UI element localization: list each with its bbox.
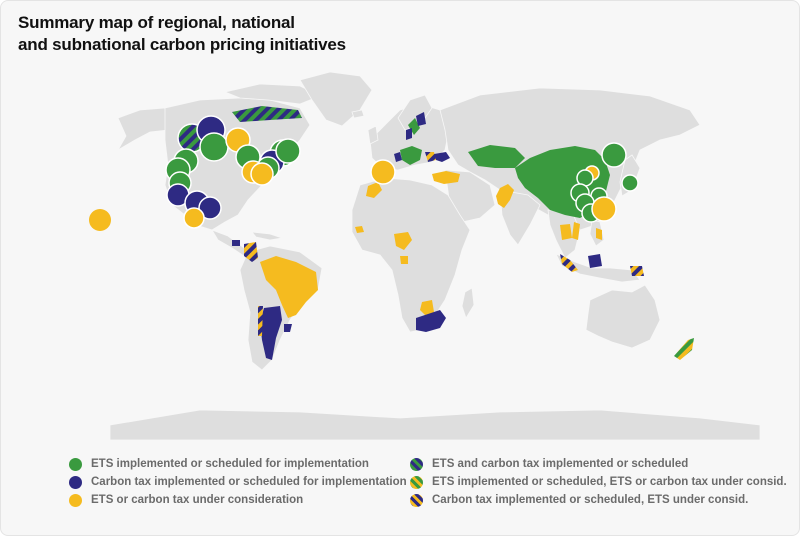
region-nordic-tax-2 <box>406 128 412 140</box>
region-eu-ets <box>400 146 422 165</box>
circle-beijing-ets <box>601 142 627 168</box>
legend-label: ETS implemented or scheduled for impleme… <box>91 458 369 470</box>
legend-item-under-consideration: ETS or carbon tax under consideration <box>69 491 407 509</box>
country-philippines-consid <box>596 228 602 240</box>
circle-mexico-tax-2 <box>198 196 222 220</box>
country-kazakhstan-ets <box>468 145 525 168</box>
country-uruguay-tax <box>284 324 292 332</box>
country-senegal-consid <box>355 226 364 233</box>
region-nordic-tax <box>416 112 426 126</box>
legend-item-ets-consid: ETS implemented or scheduled, ETS or car… <box>410 473 787 491</box>
circle-catalonia-consid <box>370 159 396 185</box>
region-canada-north-mixed <box>232 106 302 122</box>
swatch-green-yellow-stripes-icon <box>410 475 423 489</box>
world-map <box>89 71 761 441</box>
land-india <box>499 189 541 246</box>
circle-mexico-consid <box>183 207 205 229</box>
land-caribbean <box>251 231 283 241</box>
country-botswana-consid <box>420 300 434 316</box>
region-eu-ets-2 <box>408 118 420 135</box>
country-morocco-consid <box>366 182 382 198</box>
country-ukraine-tax <box>434 152 450 162</box>
country-south-africa-tax <box>416 310 446 332</box>
circle-newfoundland-ets <box>275 138 301 164</box>
country-argentina-tax <box>260 306 282 360</box>
country-colombia-mixed <box>244 242 258 262</box>
legend-right: ETS and carbon tax implemented or schedu… <box>410 455 787 509</box>
country-pakistan-consid <box>496 184 514 208</box>
country-nigeria-consid <box>394 232 412 250</box>
swatch-yellow-icon <box>69 493 82 507</box>
legend-item-carbon-tax: Carbon tax implemented or scheduled for … <box>69 473 407 491</box>
country-thailand-consid <box>560 224 572 240</box>
country-costa-rica-tax <box>232 240 240 246</box>
land-indonesia <box>555 253 641 283</box>
country-new-zealand-mixed <box>674 338 694 360</box>
legend-label: Carbon tax implemented or scheduled for … <box>91 476 407 488</box>
country-chile-mixed <box>258 306 263 336</box>
circle-taiwan-consid <box>591 196 617 222</box>
title-line-2: and subnational carbon pricing initiativ… <box>18 35 346 54</box>
land-alaska <box>116 107 176 152</box>
legend-label: ETS and carbon tax implemented or schedu… <box>432 458 689 470</box>
country-gabon-consid <box>400 256 408 264</box>
land-antarctica <box>109 409 761 441</box>
circle-alberta-ets <box>199 132 229 162</box>
country-indonesia-sumatra-mixed <box>560 254 578 272</box>
country-brazil-consid <box>260 256 318 318</box>
circle-virginia-consid <box>250 162 274 186</box>
land-madagascar <box>461 287 475 319</box>
land-australia <box>585 284 661 349</box>
country-indonesia-borneo-tax <box>588 254 602 268</box>
legend-label: ETS implemented or scheduled, ETS or car… <box>432 476 787 488</box>
legend-label: ETS or carbon tax under consideration <box>91 494 304 506</box>
subnational-circles <box>89 115 639 231</box>
legend-item-ets-and-tax: ETS and carbon tax implemented or schedu… <box>410 455 787 473</box>
land-uk <box>367 125 379 145</box>
legend-item-tax-consid: Carbon tax implemented or scheduled, ETS… <box>410 491 787 509</box>
legend-item-ets: ETS implemented or scheduled for impleme… <box>69 455 407 473</box>
land-scandinavia <box>397 94 433 131</box>
swatch-navy-green-stripes-icon <box>410 457 423 471</box>
country-turkey-consid <box>432 171 460 184</box>
region-poland-mixed <box>425 152 436 162</box>
circle-korea-ets <box>621 174 639 192</box>
region-eu-tax <box>394 152 402 162</box>
country-vietnam-consid <box>572 222 580 240</box>
land-canadian-arctic <box>223 83 321 105</box>
swatch-green-icon <box>69 457 82 471</box>
land-iceland <box>351 109 365 119</box>
legend-left: ETS implemented or scheduled for impleme… <box>69 455 407 509</box>
page-title: Summary map of regional, national and su… <box>18 12 418 56</box>
swatch-navy-icon <box>69 475 82 489</box>
legend-label: Carbon tax implemented or scheduled, ETS… <box>432 494 749 506</box>
swatch-navy-yellow-stripes-icon <box>410 493 423 507</box>
circle-hawaii-consid <box>89 209 111 231</box>
country-indonesia-papua-mixed <box>630 266 644 276</box>
title-line-1: Summary map of regional, national <box>18 13 295 32</box>
